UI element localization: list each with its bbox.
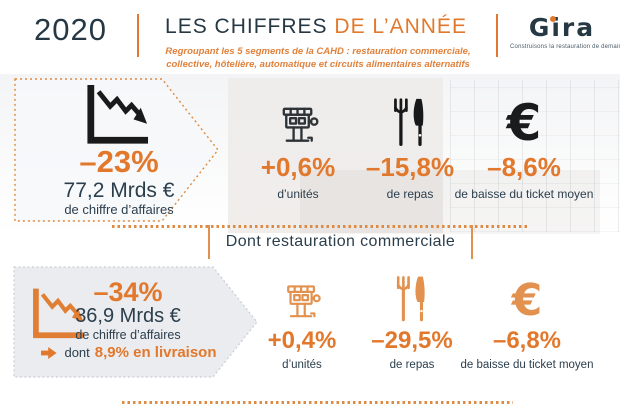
page-title-dark: LES CHIFFRES xyxy=(165,15,328,38)
right-arrow-icon xyxy=(41,346,58,359)
commercial-revenue-amount: 36,9 Mrds € xyxy=(75,305,181,327)
stat-value: +0,6% xyxy=(260,152,336,182)
declining-chart-icon xyxy=(87,84,149,144)
divider-right-tick xyxy=(471,225,473,259)
stat-value: –29,5% xyxy=(371,327,453,354)
gira-logo-wordmark: Gira xyxy=(528,13,596,42)
background-counter-layer xyxy=(300,170,600,234)
global-stat-meals: –15,8% de repas xyxy=(350,95,470,201)
global-revenue-caption: de chiffre d’affaires xyxy=(64,202,174,217)
delivery-prefix: dont xyxy=(64,345,90,360)
global-revenue-amount: 77,2 Mrds € xyxy=(63,179,175,202)
commercial-revenue-caption: de chiffre d’affaires xyxy=(75,328,181,342)
storefront-icon xyxy=(287,285,321,318)
page-subtitle: Regroupant les 5 segments de la CAHD : r… xyxy=(165,46,471,71)
page-title-orange: DE L’ANNÉE xyxy=(334,15,467,38)
stat-caption: de baisse du ticket moyen xyxy=(454,187,594,201)
year-label: 2020 xyxy=(34,12,107,47)
stat-caption: de baisse du ticket moyen xyxy=(460,359,594,371)
stat-value: –15,8% xyxy=(365,152,455,182)
delivery-value: 8,9% en livraison xyxy=(94,344,217,361)
euro-icon: € xyxy=(511,275,543,326)
header-divider-line xyxy=(137,14,139,57)
gira-logo-orange-dot-icon xyxy=(549,15,556,22)
storefront-icon xyxy=(282,107,318,142)
stat-value: +0,4% xyxy=(267,327,337,354)
commercial-arrow-banner xyxy=(13,266,258,378)
divider-label: Dont restauration commerciale xyxy=(225,233,456,250)
stat-caption: de repas xyxy=(389,359,435,371)
commercial-stat-ticket: € –6,8% de baisse du ticket moyen xyxy=(427,274,620,372)
divider-left-tick xyxy=(208,225,210,259)
gira-logo: Gira Construisons la restauration de dem… xyxy=(510,13,620,50)
stat-caption: de repas xyxy=(386,187,434,201)
page-title: LES CHIFFRES DE L’ANNÉE xyxy=(150,15,482,39)
commercial-stat-units: +0,4% d’unités xyxy=(242,274,362,371)
stat-caption: d’unités xyxy=(277,187,319,201)
stat-caption: d’unités xyxy=(282,359,322,371)
euro-icon: € xyxy=(506,94,542,152)
delivery-share-line: dont 8,9% en livraison xyxy=(33,344,223,361)
global-arrow-banner xyxy=(14,78,219,222)
bottom-dotted-divider xyxy=(122,401,513,404)
stat-value: –8,6% xyxy=(487,152,561,182)
fork-knife-icon xyxy=(394,98,424,146)
fork-knife-icon xyxy=(396,276,425,322)
commercial-stat-meals: –29,5% de repas xyxy=(352,274,472,371)
global-stat-ticket: € –8,6% de baisse du ticket moyen xyxy=(429,95,619,201)
logo-divider-line xyxy=(496,14,498,57)
global-stat-units: +0,6% d’unités xyxy=(238,95,358,201)
declining-chart-icon xyxy=(33,288,85,339)
background-tiles-layer xyxy=(450,80,620,232)
commercial-revenue-change: –34% xyxy=(93,277,163,307)
stat-value: –6,8% xyxy=(492,327,562,354)
middle-dotted-divider xyxy=(112,225,530,228)
global-revenue-change: –23% xyxy=(79,144,159,179)
gira-logo-tagline: Construisons la restauration de demain xyxy=(510,44,620,50)
